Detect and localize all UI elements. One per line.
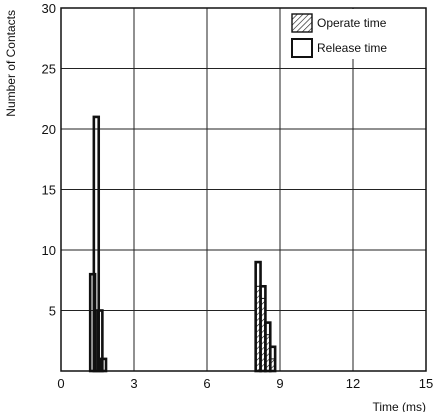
x-tick-label: 6: [203, 376, 210, 391]
x-tick-label: 3: [130, 376, 137, 391]
x-tick-label: 15: [419, 376, 433, 391]
tick-labels: 0 3 6 9 12 15 5 10 15 20 25 30: [42, 1, 434, 391]
y-tick-label: 15: [42, 183, 56, 198]
y-tick-label: 30: [42, 1, 56, 16]
x-axis-title: Time (ms): [372, 400, 426, 412]
y-axis-title: Number of Contacts: [4, 10, 18, 117]
legend: Operate time Release time: [288, 9, 424, 59]
x-tick-label: 9: [276, 376, 283, 391]
y-tick-label: 5: [49, 304, 56, 319]
legend-swatch-release: [291, 38, 313, 58]
legend-label-operate: Operate time: [317, 16, 387, 30]
legend-label-release: Release time: [317, 41, 387, 55]
x-tick-label: 12: [346, 376, 360, 391]
legend-swatch-operate: [291, 13, 313, 33]
y-tick-label: 20: [42, 122, 56, 137]
x-tick-label: 0: [57, 376, 64, 391]
y-tick-label: 25: [42, 62, 56, 77]
y-tick-label: 10: [42, 243, 56, 258]
bars: [88, 115, 277, 373]
plot-frame: [60, 7, 427, 372]
grid: [61, 8, 426, 371]
